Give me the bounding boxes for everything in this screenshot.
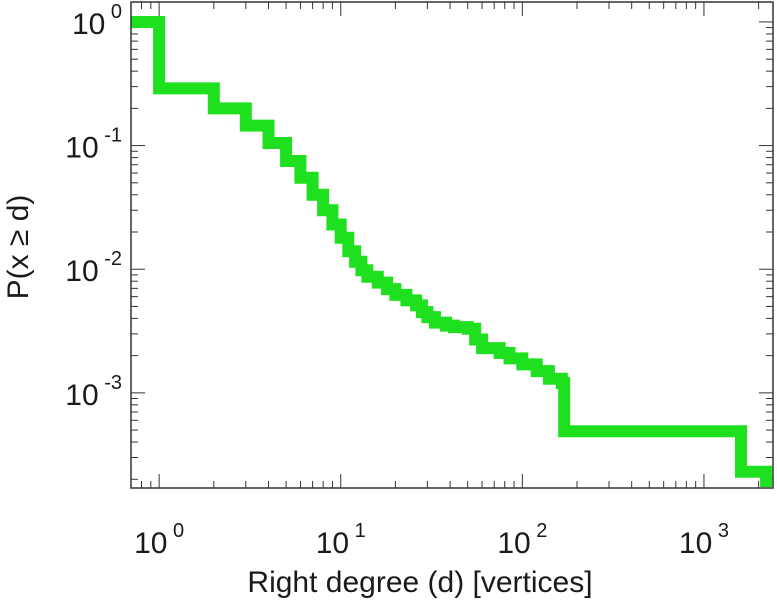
x-axis-title: Right degree (d) [vertices] bbox=[247, 566, 592, 599]
plot-frame bbox=[130, 1, 774, 489]
major-ticks bbox=[131, 2, 773, 488]
y-tick-label: 10 -3 bbox=[65, 372, 122, 412]
x-tick-labels: 10 0 10 1 10 2 10 3 bbox=[134, 520, 729, 560]
x-tick-label: 10 3 bbox=[679, 520, 729, 560]
y-tick-label: 10 -2 bbox=[65, 248, 122, 288]
series-line-0 bbox=[131, 16, 773, 487]
y-tick-labels: 10 0 10 -1 10 -2 10 -3 bbox=[65, 1, 122, 412]
y-tick-label: 10 -1 bbox=[65, 125, 122, 165]
x-tick-label: 10 0 bbox=[134, 520, 184, 560]
y-axis-title: P(x ≥ d) bbox=[2, 195, 35, 300]
x-tick-label: 10 2 bbox=[497, 520, 547, 560]
minor-ticks bbox=[130, 2, 773, 488]
series-layer bbox=[131, 16, 773, 487]
x-tick-label: 10 1 bbox=[316, 520, 366, 560]
y-tick-label: 10 0 bbox=[72, 1, 122, 41]
